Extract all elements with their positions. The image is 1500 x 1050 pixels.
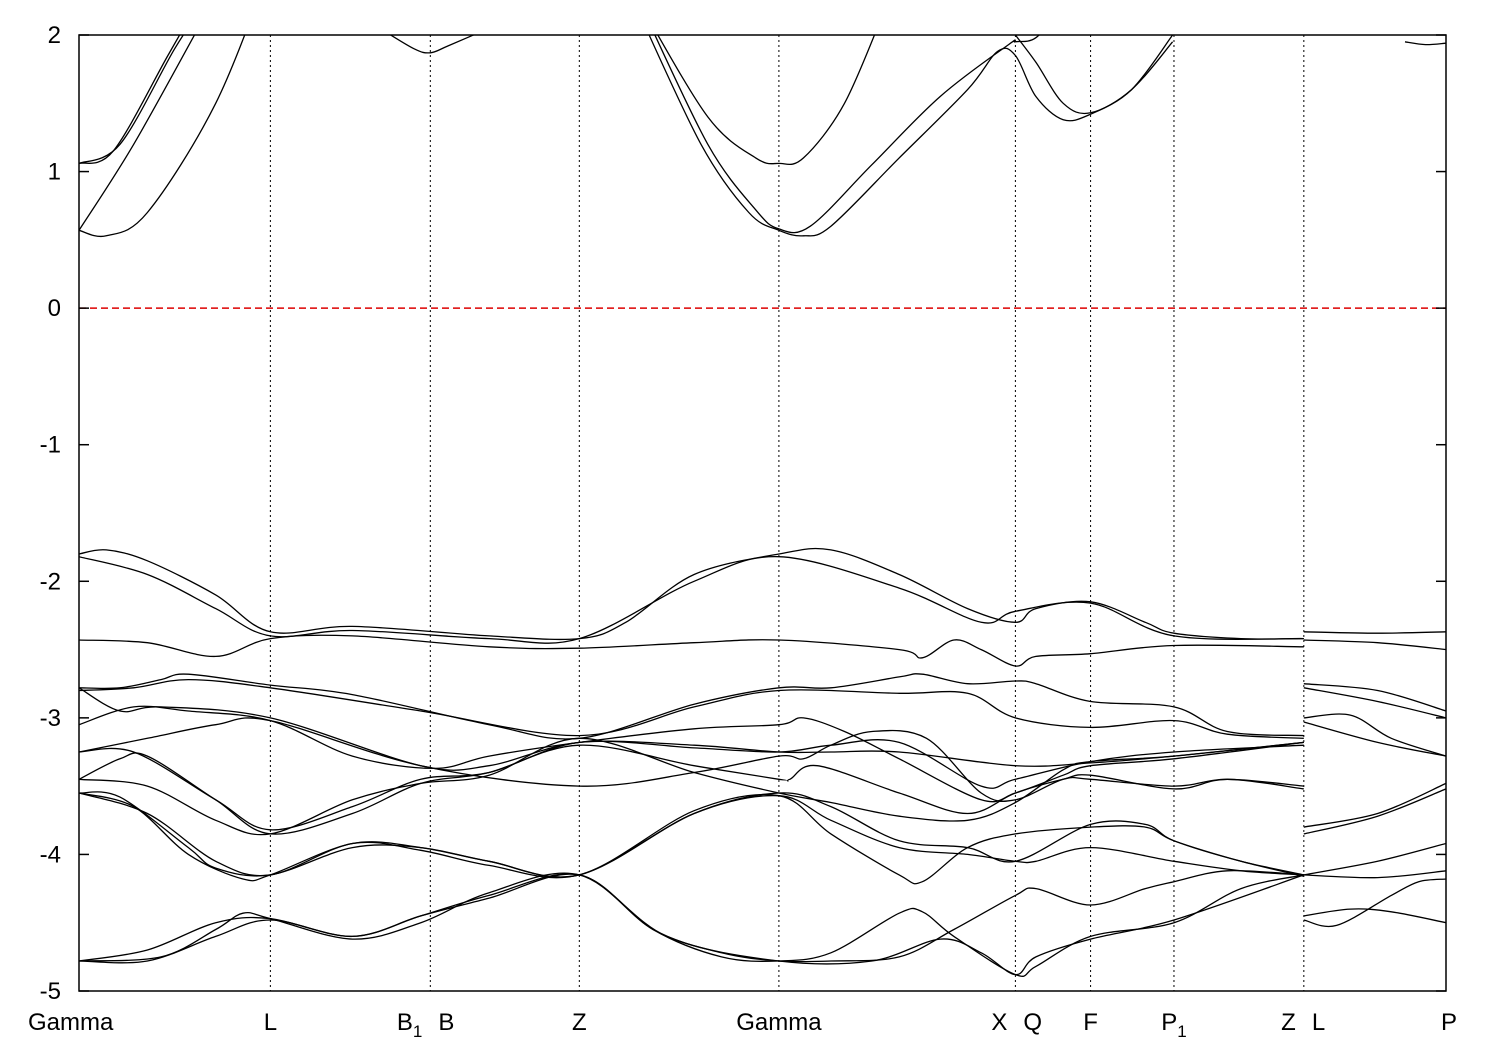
band-line-17 bbox=[79, 717, 1304, 802]
band-line-22 bbox=[79, 792, 1304, 885]
band-line-5 bbox=[657, 35, 876, 166]
band-line-4 bbox=[389, 35, 476, 54]
kpoint-label: P1 bbox=[1161, 1009, 1186, 1041]
y-axis-ticks: -5 -4 -3 -2 -1 0 1 2 bbox=[40, 22, 1446, 1005]
band-line-26 bbox=[79, 872, 1305, 976]
y-tick-label: -4 bbox=[40, 841, 61, 868]
band-line-23 bbox=[79, 792, 1304, 879]
band-line-18 bbox=[79, 739, 1304, 831]
y-tick-label: -2 bbox=[40, 568, 61, 595]
band-line-31 bbox=[1303, 713, 1446, 757]
plot-frame bbox=[78, 34, 1447, 992]
band-line-27 bbox=[1303, 631, 1446, 634]
band-line-14 bbox=[79, 678, 1304, 739]
band-line-30 bbox=[1303, 687, 1446, 719]
band-line-2 bbox=[79, 35, 185, 165]
kpoint-label: Z bbox=[572, 1009, 587, 1036]
kpoint-label: X bbox=[991, 1009, 1007, 1036]
band-line-19 bbox=[79, 744, 1304, 835]
kpoint-separators bbox=[269, 35, 1305, 991]
kpoint-label: B bbox=[438, 1009, 454, 1036]
band-line-10 bbox=[79, 547, 1304, 641]
band-line-9 bbox=[1404, 41, 1446, 46]
kpoint-label: B1 bbox=[397, 1009, 422, 1041]
kpoint-label: F bbox=[1083, 1009, 1098, 1036]
band-line-12 bbox=[79, 634, 1304, 667]
band-line-8 bbox=[1014, 35, 1174, 115]
band-line-28 bbox=[1303, 639, 1446, 651]
band-lines bbox=[79, 35, 1446, 977]
band-line-25 bbox=[79, 873, 1304, 977]
band-line-29 bbox=[1303, 683, 1446, 712]
kpoint-label: L bbox=[264, 1009, 277, 1036]
kpoint-label: P bbox=[1441, 1009, 1457, 1036]
band-line-7 bbox=[648, 35, 1174, 237]
y-tick-label: 0 bbox=[48, 295, 61, 322]
y-tick-label: -3 bbox=[40, 705, 61, 732]
band-line-36 bbox=[1303, 870, 1446, 879]
band-line-6 bbox=[654, 35, 1041, 234]
y-tick-label: -5 bbox=[40, 978, 61, 1005]
band-line-11 bbox=[79, 556, 1304, 644]
band-line-3 bbox=[79, 35, 181, 165]
band-line-35 bbox=[1303, 842, 1446, 876]
y-tick-label: -1 bbox=[40, 432, 61, 459]
kpoint-label: Gamma bbox=[736, 1009, 822, 1036]
band-line-33 bbox=[1303, 782, 1446, 828]
x-axis-kpoint-labels: Gamma L B1 B Z Gamma X Q F P1 Z L P bbox=[28, 1009, 1457, 1041]
kpoint-label: Q bbox=[1023, 1009, 1042, 1036]
y-tick-label: 1 bbox=[48, 159, 61, 186]
band-line-38 bbox=[1303, 878, 1446, 928]
band-line-0 bbox=[79, 35, 246, 238]
band-line-20 bbox=[79, 737, 1304, 836]
band-line-37 bbox=[1303, 908, 1446, 924]
kpoint-label: L bbox=[1312, 1009, 1325, 1036]
band-line-34 bbox=[1303, 788, 1446, 835]
kpoint-label: Z bbox=[1281, 1009, 1296, 1036]
band-line-1 bbox=[79, 35, 196, 231]
band-line-13 bbox=[79, 673, 1304, 740]
y-tick-label: 2 bbox=[48, 22, 61, 49]
kpoint-label: Gamma bbox=[28, 1009, 114, 1036]
band-line-16 bbox=[79, 705, 1304, 803]
band-line-32 bbox=[1303, 721, 1446, 757]
